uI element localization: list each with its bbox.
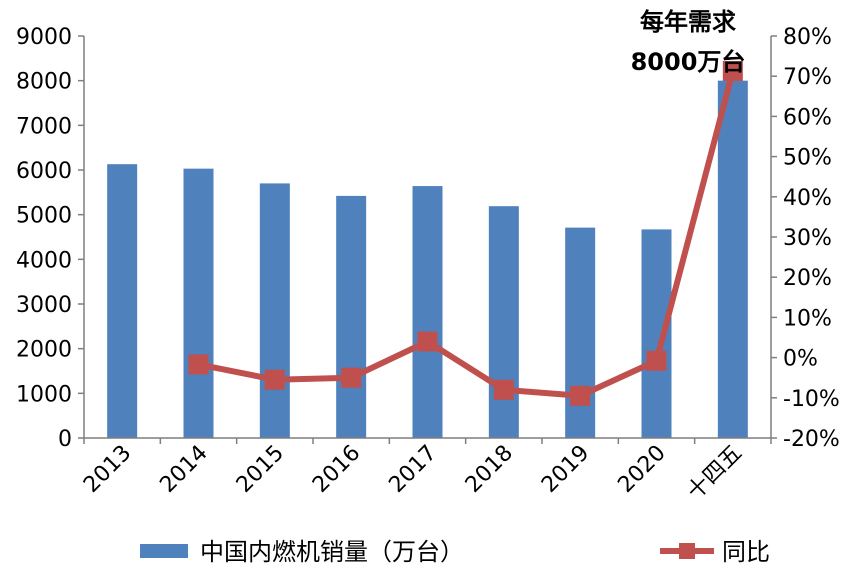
left-tick-label-2000: 2000 — [16, 338, 72, 363]
annotation-line-1: 每年需求 — [640, 8, 736, 36]
line-series — [188, 60, 743, 406]
right-tick-label-30%: 30% — [783, 226, 832, 251]
line-point-2018 — [493, 379, 514, 400]
left-tick-label-0: 0 — [58, 427, 72, 452]
right-tick-label-0%: 0% — [783, 347, 818, 372]
left-tick-label-6000: 6000 — [16, 159, 72, 184]
bar-2013 — [107, 164, 138, 438]
right-tick-label-40%: 40% — [783, 186, 832, 211]
left-axis-ticks: 0 1000 2000 3000 4000 5000 6000 7000 8000 9000 — [16, 25, 72, 452]
left-tick-label-9000: 9000 — [16, 25, 72, 50]
axes — [78, 35, 777, 444]
line-point-2020 — [646, 350, 667, 371]
right-tick-label-50%: 50% — [783, 146, 832, 171]
right-tick-label--10%: -10% — [783, 387, 840, 412]
line-point-2014 — [188, 354, 209, 375]
left-tick-label-4000: 4000 — [16, 248, 72, 273]
annotation: 每年需求 8000万台 — [631, 8, 746, 76]
bar-2020 — [641, 229, 672, 438]
line-point-2016 — [341, 367, 362, 388]
x-tick-label-2013: 2013 — [79, 441, 136, 498]
left-tick-label-3000: 3000 — [16, 293, 72, 318]
right-tick-label-70%: 70% — [783, 65, 832, 90]
x-tick-label-十四五: 十四五 — [683, 441, 747, 505]
bar-十四五 — [717, 80, 748, 439]
x-tick-label-2020: 2020 — [613, 441, 670, 498]
x-tick-label-2014: 2014 — [155, 441, 212, 498]
right-tick-label-80%: 80% — [783, 25, 832, 50]
line-path — [197, 70, 736, 399]
right-tick-label--20%: -20% — [783, 427, 840, 452]
x-tick-label-2018: 2018 — [461, 441, 518, 498]
bar-2014 — [183, 168, 214, 438]
line-point-2017 — [417, 331, 438, 352]
legend: 中国内燃机销量（万台） 同比 — [140, 538, 770, 566]
legend-line-marker — [679, 543, 695, 559]
right-tick-label-60%: 60% — [783, 105, 832, 130]
legend-bar-swatch — [140, 544, 188, 558]
left-tick-label-7000: 7000 — [16, 114, 72, 139]
bar-2017 — [412, 186, 443, 438]
bar-series — [107, 80, 748, 439]
right-axis-ticks: -20% -10% 0% 10% 20% 30% 40% 50% 60% 70% 80% — [783, 25, 840, 452]
legend-line-label: 同比 — [722, 538, 770, 566]
right-tick-label-10%: 10% — [783, 306, 832, 331]
line-point-2015 — [264, 369, 285, 390]
x-axis-ticks: 2013 2014 2015 2016 2017 2018 2019 2020 十四五 — [79, 441, 747, 505]
legend-bar-label: 中国内燃机销量（万台） — [200, 538, 464, 566]
right-tick-label-20%: 20% — [783, 266, 832, 291]
x-tick-label-2019: 2019 — [537, 441, 594, 498]
left-tick-label-5000: 5000 — [16, 204, 72, 229]
x-tick-label-2015: 2015 — [232, 441, 289, 498]
bar-2016 — [336, 195, 367, 438]
line-point-十四五 — [722, 60, 743, 81]
line-point-2019 — [570, 385, 591, 406]
bar-2019 — [565, 227, 596, 438]
bar-2015 — [259, 183, 290, 438]
left-tick-label-8000: 8000 — [16, 70, 72, 95]
annotation-line-2: 8000万台 — [631, 48, 746, 76]
x-tick-label-2016: 2016 — [308, 441, 365, 498]
left-tick-label-1000: 1000 — [16, 382, 72, 407]
bar-2018 — [488, 206, 519, 438]
x-tick-label-2017: 2017 — [384, 441, 441, 498]
